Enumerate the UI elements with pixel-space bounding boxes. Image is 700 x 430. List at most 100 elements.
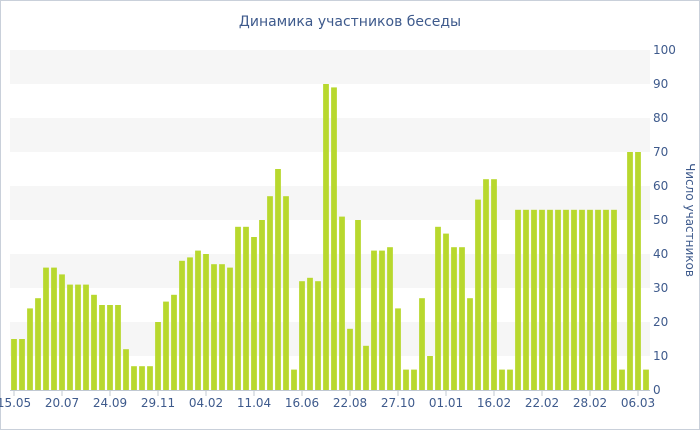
bar bbox=[523, 209, 529, 390]
grid-bands bbox=[10, 50, 650, 356]
x-tick-label: 16.02 bbox=[477, 396, 511, 410]
x-tick-label: 11.04 bbox=[237, 396, 271, 410]
bar bbox=[131, 366, 137, 390]
bar bbox=[579, 209, 585, 390]
bar bbox=[195, 250, 201, 390]
bar bbox=[603, 209, 609, 390]
bar bbox=[339, 216, 345, 390]
bar bbox=[427, 356, 433, 390]
bar bbox=[379, 250, 385, 390]
bar bbox=[371, 250, 377, 390]
grid-band bbox=[10, 50, 650, 84]
bar bbox=[555, 209, 561, 390]
y-tick-label: 20 bbox=[653, 315, 668, 329]
y-tick-label: 0 bbox=[653, 383, 661, 397]
bar bbox=[83, 284, 89, 390]
bar bbox=[115, 305, 121, 390]
y-tick-label: 70 bbox=[653, 145, 668, 159]
x-tick-label: 01.01 bbox=[429, 396, 463, 410]
bar bbox=[43, 267, 49, 390]
bar bbox=[403, 369, 409, 390]
bar bbox=[355, 220, 361, 390]
bar bbox=[211, 264, 217, 390]
y-tick-label: 100 bbox=[653, 43, 676, 57]
bar bbox=[627, 152, 633, 390]
bar bbox=[75, 284, 81, 390]
bar bbox=[459, 247, 465, 390]
bar bbox=[363, 345, 369, 390]
x-tick-label: 20.07 bbox=[45, 396, 79, 410]
y-tick-label: 10 bbox=[653, 349, 668, 363]
bar bbox=[499, 369, 505, 390]
bar bbox=[571, 209, 577, 390]
bar bbox=[67, 284, 73, 390]
grid-band bbox=[10, 254, 650, 288]
x-tick-label: 16.06 bbox=[285, 396, 319, 410]
bar bbox=[227, 267, 233, 390]
bar bbox=[51, 267, 57, 390]
x-axis-ticks: 15.05 20.07 24.09 29.11 04.02 11.04 16.06 22.08… bbox=[0, 390, 655, 410]
bar bbox=[635, 152, 641, 390]
bar bbox=[171, 294, 177, 390]
bar bbox=[299, 281, 305, 390]
x-tick-label: 27.10 bbox=[381, 396, 415, 410]
bar bbox=[331, 87, 337, 391]
x-tick-label: 24.09 bbox=[93, 396, 127, 410]
x-tick-label: 22.02 bbox=[525, 396, 559, 410]
bar bbox=[619, 369, 625, 390]
bar bbox=[27, 308, 33, 390]
y-tick-label: 90 bbox=[653, 77, 668, 91]
bar bbox=[123, 349, 129, 390]
bar bbox=[155, 322, 161, 390]
bar bbox=[259, 220, 265, 390]
bar bbox=[35, 298, 41, 390]
bar bbox=[59, 274, 65, 390]
bar bbox=[179, 260, 185, 390]
bar bbox=[451, 247, 457, 390]
bar bbox=[323, 84, 329, 390]
bar bbox=[443, 233, 449, 390]
bar bbox=[483, 179, 489, 390]
bar bbox=[163, 301, 169, 390]
y-tick-label: 40 bbox=[653, 247, 668, 261]
bar bbox=[539, 209, 545, 390]
bar bbox=[147, 366, 153, 390]
bar bbox=[347, 328, 353, 390]
bar bbox=[187, 257, 193, 390]
x-tick-label: 15.05 bbox=[0, 396, 31, 410]
bar bbox=[11, 339, 17, 390]
bar bbox=[491, 179, 497, 390]
y-tick-label: 30 bbox=[653, 281, 668, 295]
bar bbox=[243, 226, 249, 390]
bar bbox=[435, 226, 441, 390]
y-tick-label: 50 bbox=[653, 213, 668, 227]
bars bbox=[11, 84, 649, 391]
y-axis-label: Число участников bbox=[683, 163, 697, 277]
bar bbox=[307, 277, 313, 390]
x-tick-label: 22.08 bbox=[333, 396, 367, 410]
chart-title: Динамика участников беседы bbox=[238, 14, 462, 30]
x-tick-label: 06.03 bbox=[621, 396, 655, 410]
bar bbox=[531, 209, 537, 390]
bar bbox=[107, 305, 113, 390]
bar bbox=[507, 369, 513, 390]
bar bbox=[219, 264, 225, 390]
bar bbox=[275, 169, 281, 390]
bar bbox=[419, 298, 425, 390]
bar bbox=[395, 308, 401, 390]
bar bbox=[467, 298, 473, 390]
y-axis-ticks: 0 10 20 30 40 50 60 70 80 90 100 bbox=[653, 43, 676, 397]
y-tick-label: 80 bbox=[653, 111, 668, 125]
bar bbox=[563, 209, 569, 390]
bar bbox=[267, 196, 273, 390]
grid-band bbox=[10, 186, 650, 220]
bar bbox=[387, 247, 393, 390]
bar bbox=[99, 305, 105, 390]
bar bbox=[291, 369, 297, 390]
bar bbox=[547, 209, 553, 390]
bar bbox=[91, 294, 97, 390]
x-tick-label: 28.02 bbox=[573, 396, 607, 410]
bar bbox=[611, 209, 617, 390]
bar bbox=[411, 369, 417, 390]
bar bbox=[235, 226, 241, 390]
